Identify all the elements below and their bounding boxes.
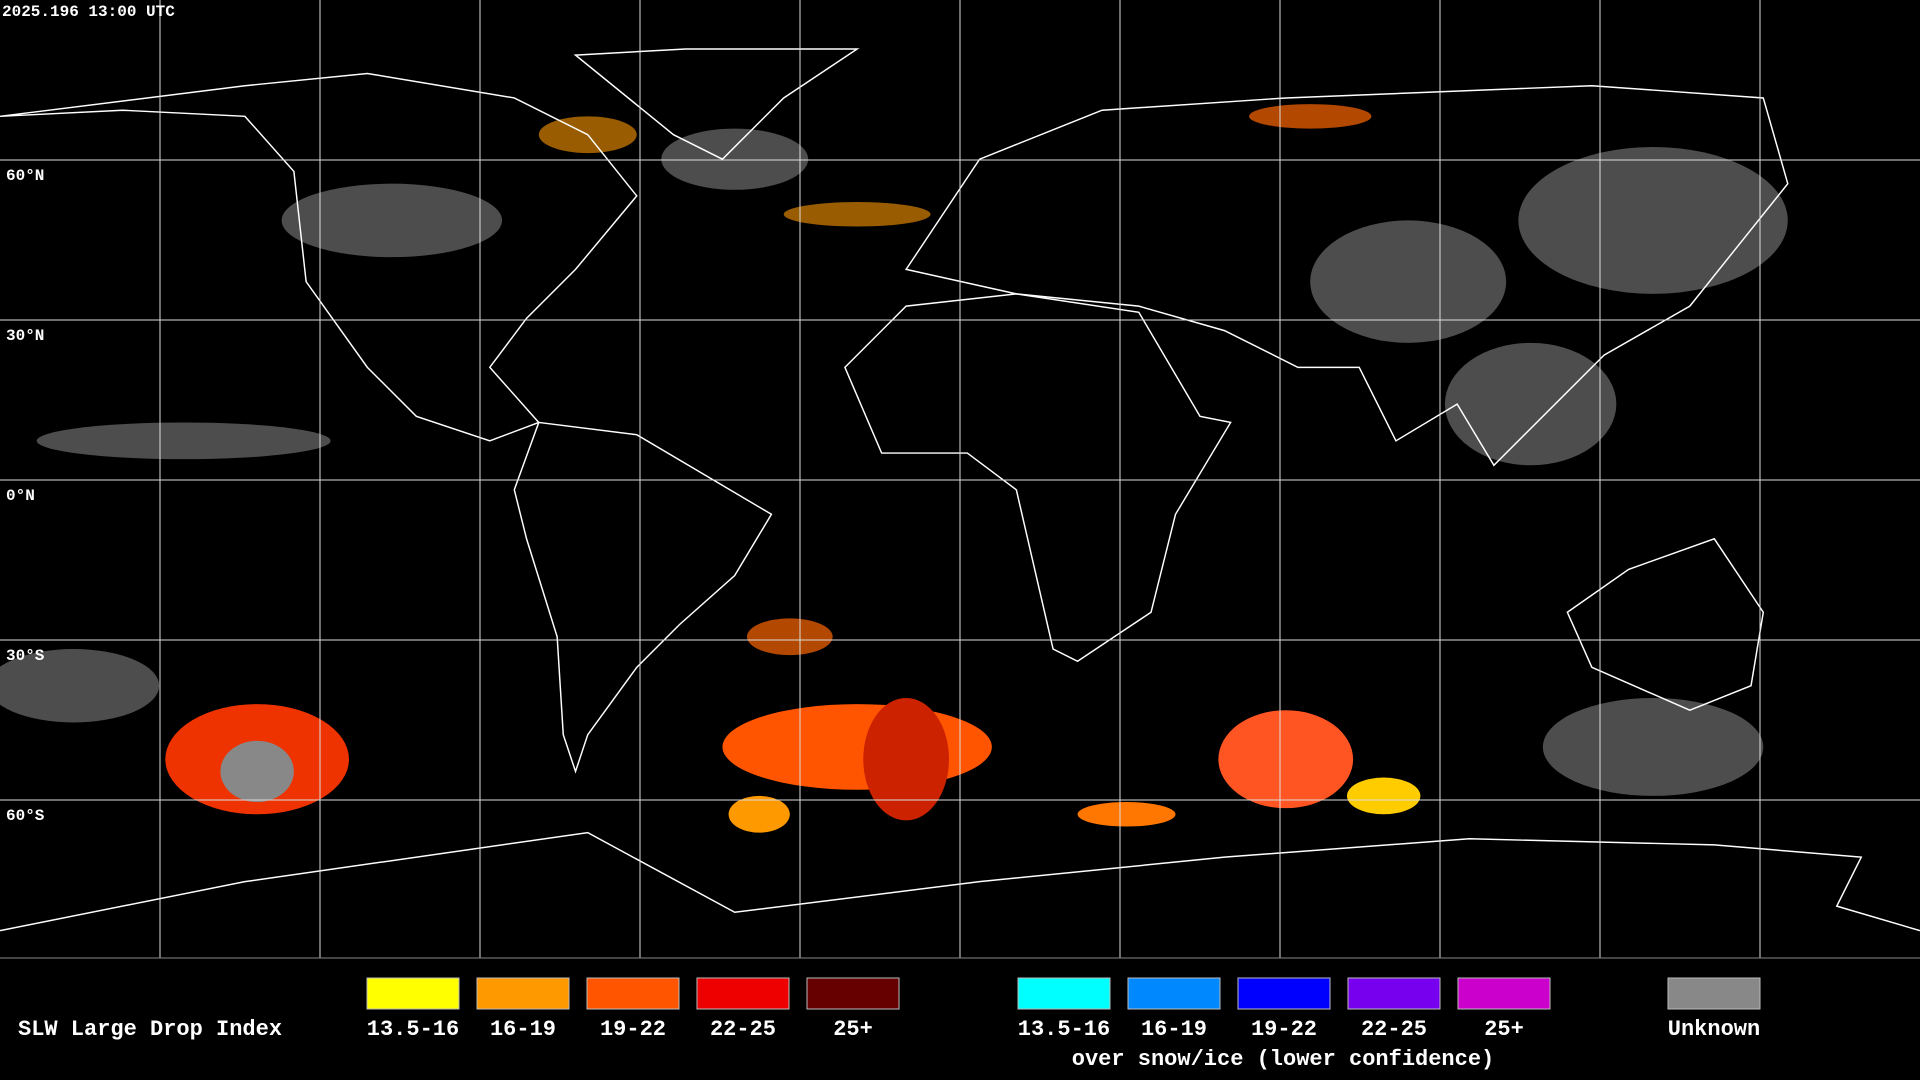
latitude-labels: 60°N 30°N 0°N 30°S 60°S (6, 167, 45, 825)
timestamp: 2025.196 13:00 UTC (2, 3, 175, 21)
snow-legend-item-label: 16-19 (1141, 1017, 1207, 1042)
slw-clouds (165, 104, 1421, 833)
snow-legend-item-swatch (1017, 977, 1111, 1010)
latitude-label: 0°N (6, 487, 35, 505)
snow-legend-item-label: 19-22 (1251, 1017, 1317, 1042)
coastlines (0, 48, 1920, 932)
latitude-label: 60°S (6, 807, 45, 825)
legend-item-label: 19-22 (600, 1017, 666, 1042)
snow-legend-item-label: 22-25 (1361, 1017, 1427, 1042)
legend-item-swatch (586, 977, 680, 1010)
legend: 13.5-16 16-19 19-22 22-25 25+ 13.5-16 16-19 19-… (366, 977, 1761, 1042)
snow-legend-item-swatch (1237, 977, 1331, 1010)
snow-legend-item-swatch (1457, 977, 1551, 1010)
snow-legend-item-swatch (1127, 977, 1221, 1010)
latitude-label: 30°N (6, 327, 44, 345)
snow-legend-item-label: 25+ (1484, 1017, 1524, 1042)
graticule (0, 0, 1920, 959)
unknown-legend-item-label: Unknown (1668, 1017, 1760, 1042)
legend-item-swatch (366, 977, 460, 1010)
latitude-label: 30°S (6, 647, 45, 665)
snow-legend-item-swatch (1347, 977, 1441, 1010)
legend-item-label: 25+ (833, 1017, 873, 1042)
legend-item-swatch (696, 977, 790, 1010)
legend-item-label: 16-19 (490, 1017, 556, 1042)
cloud-layer (0, 104, 1788, 833)
legend-title: SLW Large Drop Index (18, 1017, 282, 1042)
legend-item-swatch (476, 977, 570, 1010)
snow-note: over snow/ice (lower confidence) (1072, 1047, 1494, 1072)
latitude-label: 60°N (6, 167, 44, 185)
legend-item-label: 22-25 (710, 1017, 776, 1042)
unknown-legend-item-swatch (1667, 977, 1761, 1010)
legend-item-swatch (806, 977, 900, 1010)
snow-legend-item-label: 13.5-16 (1018, 1017, 1110, 1042)
legend-item-label: 13.5-16 (367, 1017, 459, 1042)
unknown-clouds (0, 128, 1788, 796)
